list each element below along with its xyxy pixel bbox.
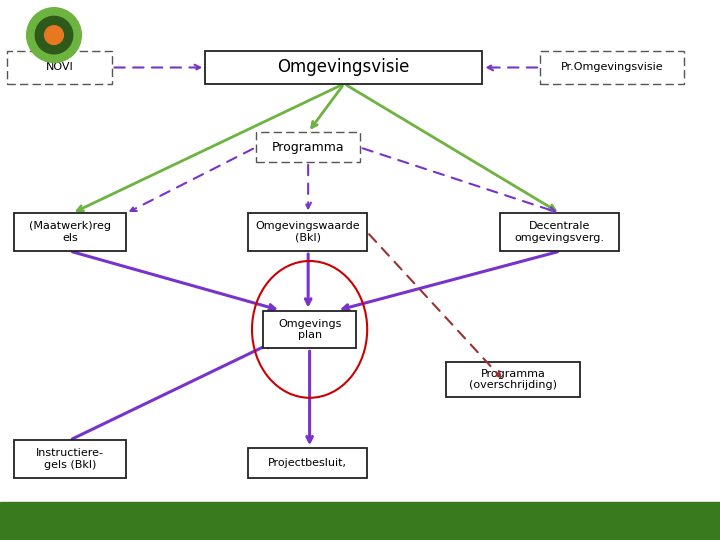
Bar <box>540 51 684 84</box>
Bar <box>7 51 112 84</box>
Text: Programma: Programma <box>271 140 344 154</box>
Bar <box>500 213 619 251</box>
Text: Omgevings
plan: Omgevings plan <box>278 319 341 340</box>
Ellipse shape <box>45 26 63 44</box>
Bar <box>0 502 720 540</box>
Text: Projectbesluit,: Projectbesluit, <box>269 458 347 468</box>
Text: (Maatwerk)reg
els: (Maatwerk)reg els <box>30 221 111 243</box>
Text: Omgevingswaarde
(Bkl): Omgevingswaarde (Bkl) <box>256 221 360 243</box>
Bar <box>14 213 126 251</box>
Ellipse shape <box>35 16 73 54</box>
Bar <box>205 51 482 84</box>
Text: Omgevingsvisie: Omgevingsvisie <box>278 58 410 77</box>
Bar <box>248 448 367 478</box>
Bar <box>446 362 580 397</box>
Text: Decentrale
omgevingsverg.: Decentrale omgevingsverg. <box>515 221 605 243</box>
Ellipse shape <box>27 8 81 63</box>
Bar <box>14 440 126 478</box>
Text: NOVI: NOVI <box>45 63 73 72</box>
Text: Programma
(overschrijding): Programma (overschrijding) <box>469 368 557 390</box>
Text: Pr.Omgevingsvisie: Pr.Omgevingsvisie <box>561 63 663 72</box>
Bar <box>263 310 356 348</box>
Bar <box>256 132 360 162</box>
Text: Instructiere-
gels (Bkl): Instructiere- gels (Bkl) <box>36 448 104 470</box>
Bar <box>248 213 367 251</box>
